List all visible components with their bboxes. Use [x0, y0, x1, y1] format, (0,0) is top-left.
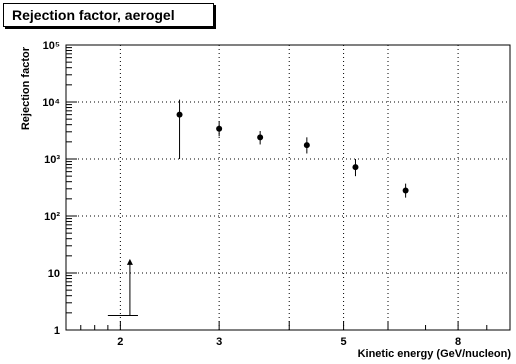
x-axis-label: Kinetic energy (GeV/nucleon) [358, 348, 512, 360]
x-tick-label: 2 [117, 336, 123, 348]
data-point [257, 134, 264, 141]
limit-arrow-head [126, 258, 133, 265]
data-point [402, 187, 409, 194]
grid-lines [66, 45, 510, 330]
y-tick-label: 10⁴ [42, 97, 60, 109]
data-points [107, 99, 409, 316]
y-tick-label: 10 [48, 268, 60, 280]
y-tick-label: 10³ [44, 154, 60, 166]
data-point [216, 125, 223, 132]
y-axis-label: Rejection factor [20, 46, 32, 130]
y-tick-label: 10⁵ [43, 40, 60, 52]
x-tick-label: 5 [341, 336, 347, 348]
data-point [176, 111, 183, 118]
y-tick-label: 10² [44, 211, 60, 223]
x-tick-label: 8 [455, 336, 461, 348]
axes [65, 44, 511, 331]
y-tick-label: 1 [54, 325, 60, 337]
x-tick-label: 3 [216, 336, 222, 348]
data-point [303, 142, 310, 149]
chart-title: Rejection factor, aerogel [3, 3, 214, 27]
tick-labels: 2 3 5 8 1 10 10² 10³ 10⁴ 10⁵ [42, 40, 461, 348]
data-point [352, 164, 359, 171]
plot-frame [65, 44, 511, 331]
tick-marks [66, 47, 488, 331]
